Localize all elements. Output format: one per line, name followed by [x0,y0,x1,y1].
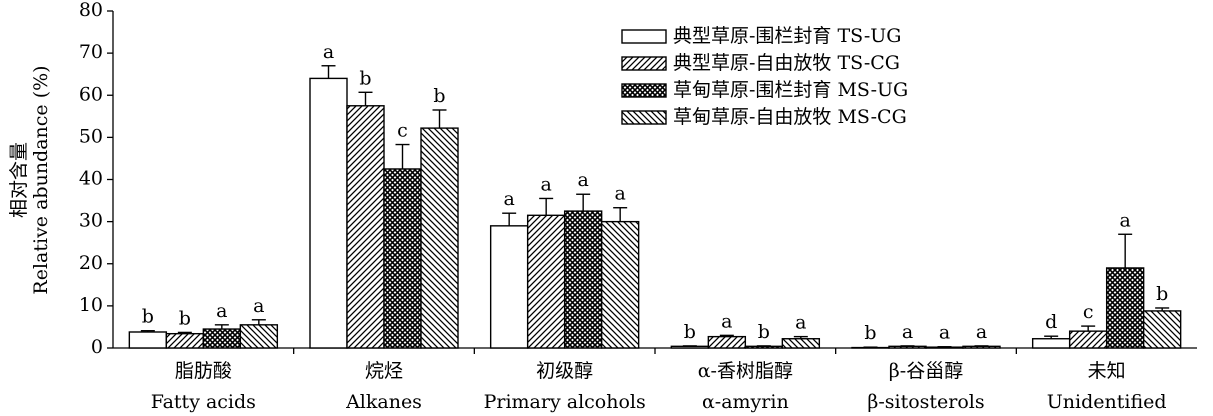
significance-letter: a [216,300,227,322]
bar [165,332,205,349]
bars: b a a b b d b b a a a c a c a b a a a b a a a b [128,41,1182,349]
legend-swatch [621,56,667,71]
significance-letter: a [615,183,626,205]
significance-letter: a [541,173,552,195]
y-tick-label: 70 [79,41,103,63]
significance-letter: d [1045,311,1057,333]
bar [600,220,640,349]
x-category-label-en: α-amyrin [702,391,789,413]
significance-letter: b [758,321,770,343]
bar [526,214,566,349]
bar [1105,267,1145,349]
significance-letter: c [1083,301,1094,323]
y-tick-label: 50 [79,125,103,147]
legend-swatch [621,110,667,125]
significance-letter: a [976,321,987,343]
significance-letter: b [1156,283,1168,305]
x-category-label-en: Primary alcohols [484,391,646,413]
bar [1068,330,1108,349]
legend-label: 草甸草原-围栏封育 MS-UG [673,79,908,101]
x-category-label-en: β-sitosterols [867,391,984,413]
bar [346,105,385,349]
y-tick-label: 30 [79,210,103,232]
y-ticks: 0 10 20 30 40 50 60 70 80 [79,0,113,358]
bar [707,335,747,349]
bar [128,331,168,349]
y-tick-label: 80 [79,0,103,21]
x-category-label-cn: β-谷甾醇 [889,360,963,382]
legend: 典型草原-围栏封育 TS-UG 典型草原-自由放牧 TS-CG 草甸草原-围栏封育 … [621,25,908,128]
significance-letter: b [864,322,876,344]
significance-letter: a [578,169,589,191]
x-category-label-en: Fatty acids [151,391,256,413]
significance-letter: a [939,322,950,344]
y-axis-label-cn: 相对含量 [8,142,30,218]
bar [781,338,821,349]
bar [420,127,459,349]
bar [239,324,279,349]
significance-letter: a [902,321,913,343]
significance-letter: b [142,306,154,328]
bar [1142,310,1182,349]
legend-label: 典型草原-围栏封育 TS-UG [673,25,901,47]
legend-label: 草甸草原-自由放牧 MS-CG [673,106,907,128]
bar [489,225,529,349]
bar [383,168,422,349]
x-ticks: 脂肪酸 Fatty acids 烷烃 Alkanes 初级醇 Primary alcoho… [151,348,1167,413]
significance-letter: b [684,321,696,343]
legend-swatch [621,83,667,98]
legend-label: 典型草原-自由放牧 TS-CG [673,52,900,74]
significance-letter: a [795,312,806,334]
y-tick-label: 10 [79,294,103,316]
significance-letter: b [433,85,445,107]
y-tick-label: 60 [79,83,103,105]
y-axis-label-en: Relative abundance (%) [30,65,52,294]
significance-letter: a [253,295,264,317]
legend-swatch [621,29,667,44]
y-tick-label: 0 [91,336,103,358]
significance-letter: a [1120,209,1131,231]
x-category-label-cn: 烷烃 [365,360,403,382]
bar [309,77,348,349]
x-category-label-cn: 初级醇 [536,360,593,382]
x-category-label-en: Alkanes [345,391,422,413]
y-tick-label: 20 [79,252,103,274]
x-category-label-en: Unidentified [1047,391,1167,413]
bar [563,210,603,349]
significance-letter: a [504,188,515,210]
significance-letter: a [721,310,732,332]
x-category-label-cn: 脂肪酸 [175,360,232,382]
significance-letter: c [397,120,408,142]
x-category-label-cn: α-香树脂醇 [698,360,793,382]
significance-letter: b [179,307,191,329]
x-category-label-cn: 未知 [1088,360,1126,382]
y-tick-label: 40 [79,168,103,190]
significance-letter: b [359,67,371,89]
bar [1031,338,1071,349]
significance-letter: a [323,41,334,63]
bar [202,328,242,349]
